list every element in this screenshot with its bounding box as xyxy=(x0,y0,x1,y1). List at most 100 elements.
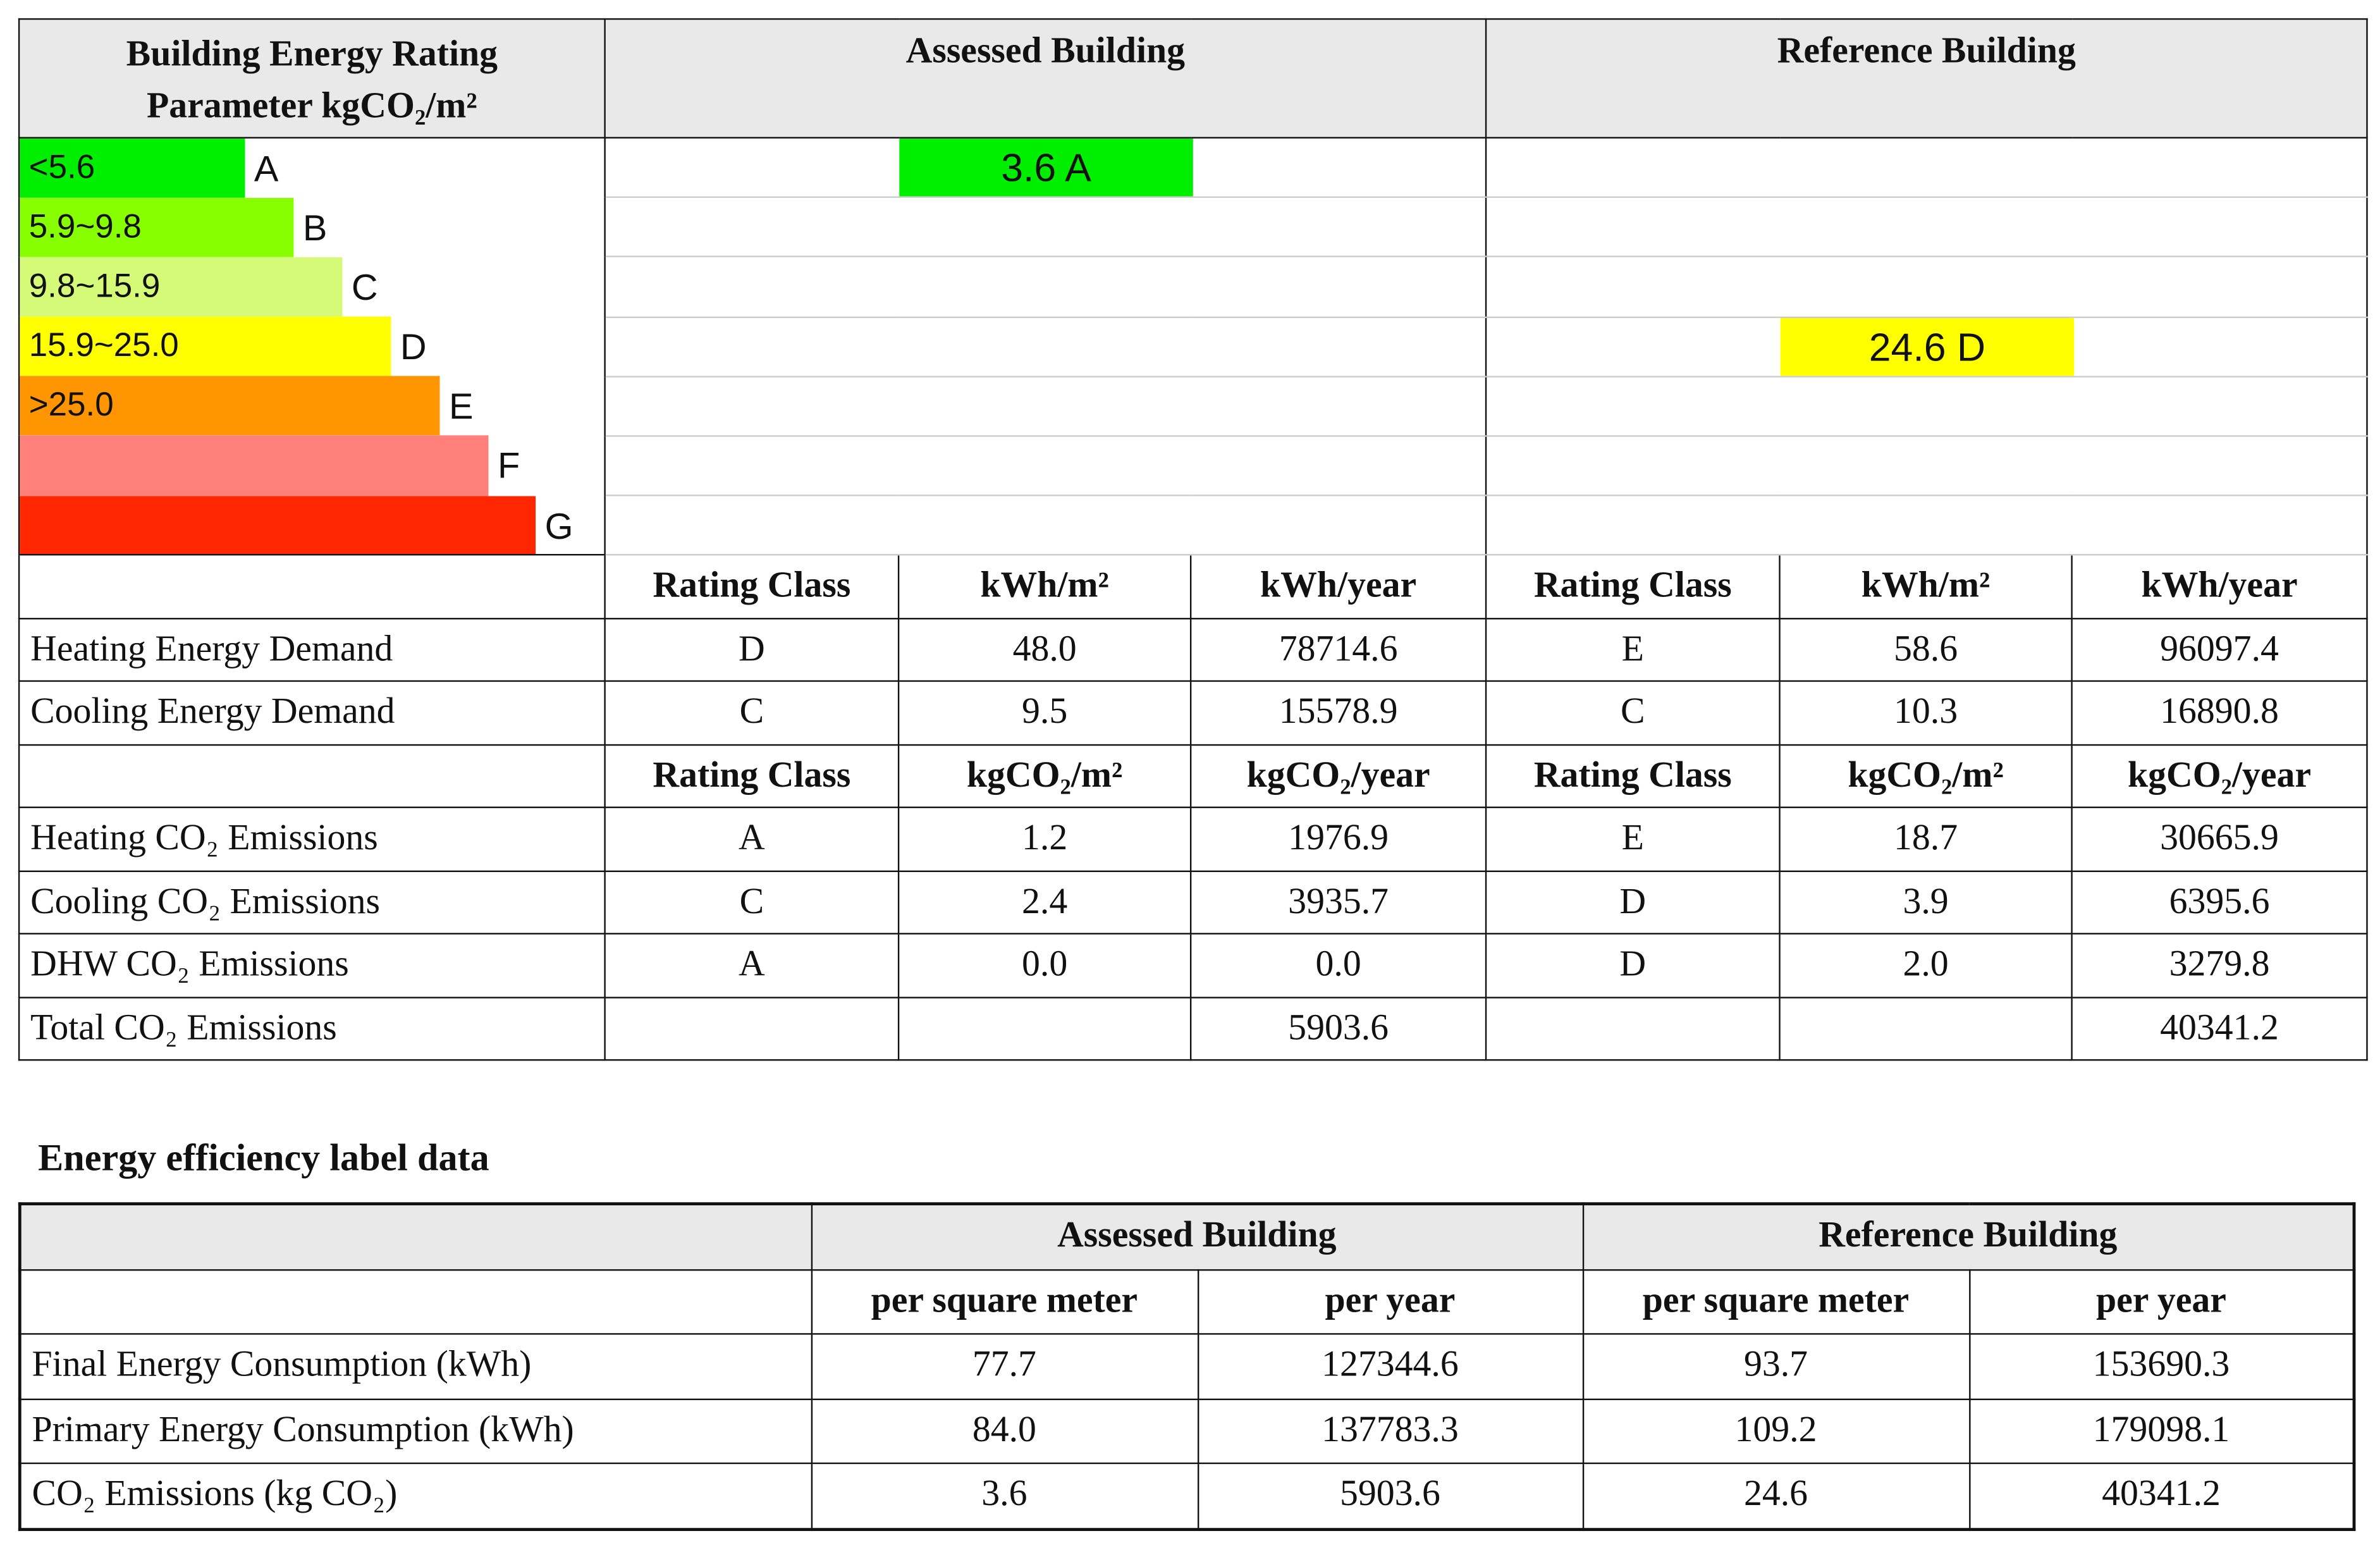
rating-letter: F xyxy=(497,446,520,488)
cell: 5903.6 xyxy=(1196,1462,1584,1530)
cell: C xyxy=(604,680,900,746)
cell: kWh/year xyxy=(1189,554,1487,620)
energy-efficiency-label-table: Assessed Building Reference Building per… xyxy=(18,1202,2356,1530)
cell: 3279.8 xyxy=(2071,933,2368,999)
cell: 179098.1 xyxy=(1968,1398,2355,1465)
cell xyxy=(1779,996,2073,1062)
label-row: CO₂ Emissions (kg CO₂) 3.6 5903.6 24.6 40341… xyxy=(19,1462,2355,1530)
assessed-rating-marker: 3.6 A xyxy=(899,139,1193,196)
cell: 2.4 xyxy=(897,870,1192,935)
cell: 96097.4 xyxy=(2071,617,2368,682)
cell: 0.0 xyxy=(1189,933,1487,999)
energy-row: Cooling Energy Demand C 9.5 15578.9 C 10.3 168… xyxy=(18,680,2368,746)
cell: 77.7 xyxy=(810,1333,1199,1399)
cell: kgCO₂/year xyxy=(2071,744,2368,809)
cell: 40341.2 xyxy=(1968,1462,2355,1530)
cell: E xyxy=(1485,807,1781,872)
reference-rating-band: 24.6 D xyxy=(1485,316,2368,378)
row-label: Cooling CO₂ Emissions xyxy=(18,870,606,935)
cell: D xyxy=(1485,933,1781,999)
building-energy-rating-table: Building Energy Rating Parameter kgCO₂/m… xyxy=(18,18,2368,1062)
cell: 153690.3 xyxy=(1968,1333,2355,1399)
label-row: Primary Energy Consumption (kWh) 84.0 1377… xyxy=(19,1398,2355,1465)
reference-rating-band xyxy=(1485,375,2368,437)
rating-bar-d: 15.9~25.0 xyxy=(20,316,391,377)
reference-rating-band xyxy=(1485,196,2368,258)
cell: 30665.9 xyxy=(2071,807,2368,872)
cell: 40341.2 xyxy=(2071,996,2368,1062)
energy-header-row: Rating Class kWh/m² kWh/year Rating Class kW… xyxy=(18,554,2368,620)
cell: C xyxy=(1485,680,1781,746)
reference-rating-band xyxy=(1485,495,2368,556)
assessed-rating-band xyxy=(604,375,1487,437)
reference-rating-band xyxy=(1485,435,2368,496)
row-label: Heating CO₂ Emissions xyxy=(18,807,606,872)
co2-row: DHW CO₂ Emissions A 0.0 0.0 D 2.0 3279.8 xyxy=(18,933,2368,999)
cell: per year xyxy=(1196,1268,1584,1335)
cell: 84.0 xyxy=(810,1398,1199,1465)
cell: 137783.3 xyxy=(1196,1398,1584,1465)
cell: A xyxy=(604,807,900,872)
header-line-2: Parameter kgCO₂/m² xyxy=(146,85,477,126)
row-label: Total CO₂ Emissions xyxy=(18,996,606,1062)
assessed-rating-band xyxy=(604,495,1487,556)
reference-rating-band xyxy=(1485,256,2368,317)
cell: 93.7 xyxy=(1581,1333,1970,1399)
row-label xyxy=(18,554,606,620)
cell: kWh/year xyxy=(2071,554,2368,620)
row-label xyxy=(18,744,606,809)
cell: A xyxy=(604,933,900,999)
cell: 16890.8 xyxy=(2071,680,2368,746)
cell xyxy=(604,996,900,1062)
cell: Rating Class xyxy=(1485,744,1781,809)
rating-bar-a: <5.6 xyxy=(20,138,245,198)
rating-letter: A xyxy=(254,149,279,190)
row-label: Final Energy Consumption (kWh) xyxy=(19,1333,812,1399)
cell: 18.7 xyxy=(1779,807,2073,872)
cell: kWh/m² xyxy=(897,554,1192,620)
cell: D xyxy=(1485,870,1781,935)
rating-bar-cell: >25.0 E xyxy=(18,376,606,436)
row-label: Cooling Energy Demand xyxy=(18,680,606,746)
rating-scale-row: F xyxy=(18,435,2368,496)
cell: C xyxy=(604,870,900,935)
row-label xyxy=(19,1268,812,1335)
assessed-building-header: Assessed Building xyxy=(810,1203,1584,1270)
rating-letter: C xyxy=(351,267,378,309)
cell: kgCO₂/year xyxy=(1189,744,1487,809)
assessed-rating-band xyxy=(604,256,1487,317)
rating-bar-f xyxy=(20,436,489,496)
cell xyxy=(1485,996,1781,1062)
rating-scale-row: G xyxy=(18,495,2368,556)
row-label: Primary Energy Consumption (kWh) xyxy=(19,1398,812,1465)
cell: 2.0 xyxy=(1779,933,2073,999)
cell: Rating Class xyxy=(604,554,900,620)
rating-bar-c: 9.8~15.9 xyxy=(20,257,343,317)
subheader-row: per square meter per year per square meter… xyxy=(19,1268,2355,1335)
assessed-rating-band xyxy=(604,435,1487,496)
cell: 9.5 xyxy=(897,680,1192,746)
assessed-building-header: Assessed Building xyxy=(604,18,1487,139)
assessed-rating-band xyxy=(604,316,1487,378)
cell: 48.0 xyxy=(897,617,1192,682)
rating-bar-e: >25.0 xyxy=(20,376,440,436)
rating-parameter-header: Building Energy Rating Parameter kgCO₂/m… xyxy=(18,18,606,139)
co2-header-row: Rating Class kgCO₂/m² kgCO₂/year Rating Cla… xyxy=(18,744,2368,809)
cell: 6395.6 xyxy=(2071,870,2368,935)
header-line-1: Building Energy Rating xyxy=(126,34,498,74)
rating-bar-g xyxy=(20,495,536,555)
rating-scale-row: >25.0 E xyxy=(18,375,2368,437)
rating-letter: B xyxy=(302,207,328,249)
reference-rating-marker: 24.6 D xyxy=(1780,318,2075,375)
cell: E xyxy=(1485,617,1781,682)
cell: kgCO₂/m² xyxy=(1779,744,2073,809)
cell: 3935.7 xyxy=(1189,870,1487,935)
rating-bar-cell: G xyxy=(18,495,606,555)
rating-scale-row: <5.6 A 3.6 A xyxy=(18,137,2368,199)
rating-scale-row: 15.9~25.0 D 24.6 D xyxy=(18,316,2368,378)
reference-building-header: Reference Building xyxy=(1485,18,2368,139)
energy-row: Heating Energy Demand D 48.0 78714.6 E 58.6 96… xyxy=(18,617,2368,682)
rating-scale-row: 9.8~15.9 C xyxy=(18,256,2368,317)
cell: 5903.6 xyxy=(1189,996,1487,1062)
